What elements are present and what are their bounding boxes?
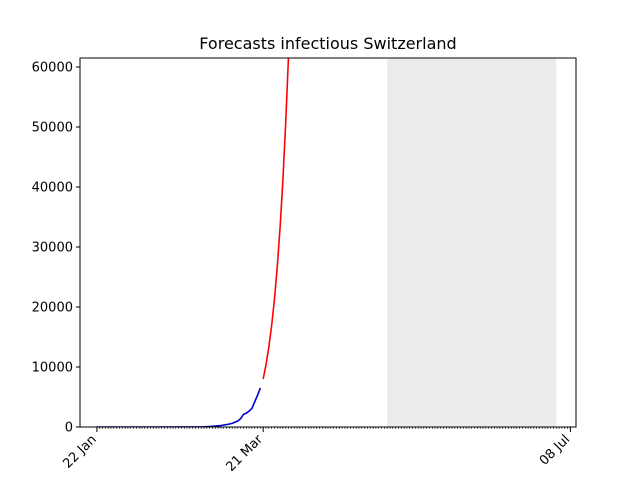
y-tick-label: 30000 [32,241,73,256]
y-tick-label: 40000 [32,181,73,196]
y-tick-label: 60000 [32,61,73,76]
shaded-region-rect [387,58,557,427]
y-tick-label: 20000 [32,301,73,316]
y-axis: 0 10000 20000 30000 40000 50000 60000 [32,61,80,436]
shaded-region [387,58,557,427]
chart-title: Forecasts infectious Switzerland [199,34,456,53]
y-tick-label: 0 [65,421,73,436]
y-tick-label: 10000 [32,361,73,376]
series-line-1 [262,58,290,380]
y-tick-label: 50000 [32,121,73,136]
